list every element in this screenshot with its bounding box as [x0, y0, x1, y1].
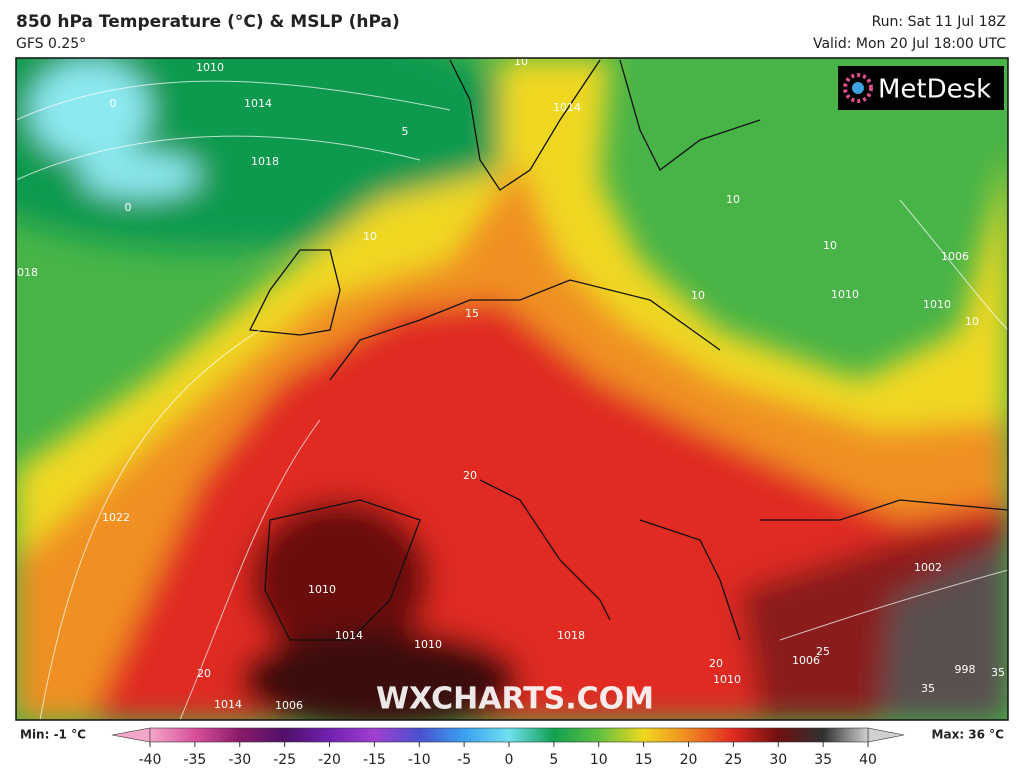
coastline	[639, 519, 741, 641]
colorbar-tick-label: -5	[457, 752, 471, 768]
cold-region	[30, 60, 150, 160]
colorbar-tick-label: -20	[318, 752, 341, 768]
colorbar-tick-label: 40	[859, 752, 877, 768]
map: 1010101410180051010101410101010061010101…	[10, 55, 1008, 720]
contour-label: 1010	[831, 288, 859, 301]
isobar	[16, 135, 421, 181]
coastline	[479, 479, 611, 621]
contour-label: 1006	[941, 250, 969, 263]
contour-label: 1010	[713, 673, 741, 686]
isobar	[899, 199, 1008, 331]
colorbar-tick-label: -10	[408, 752, 431, 768]
contour-label: 15	[465, 307, 479, 320]
isobar	[179, 419, 321, 720]
coastline	[264, 499, 421, 641]
contour-label: 1014	[244, 97, 272, 110]
colorbar-tick-label: -15	[363, 752, 386, 768]
max-label: Max: 36 °C	[932, 728, 1005, 742]
hot-region	[240, 630, 520, 720]
contour-label: 1010	[923, 298, 951, 311]
contour-labels: 1010101410180051010101410101010061010101…	[10, 55, 1005, 712]
colorbar-tick-label: 25	[724, 752, 742, 768]
contour-label: 20	[197, 667, 211, 680]
contour-label: 25	[816, 645, 830, 658]
hot-region	[880, 540, 1008, 720]
colorbar-tick-label: 35	[814, 752, 832, 768]
coastline	[329, 279, 721, 381]
contour-label: 1014	[335, 629, 363, 642]
isobar	[39, 329, 261, 720]
colorbar-tick-label: -25	[273, 752, 296, 768]
contour-label: 20	[709, 657, 723, 670]
contour-label: 10	[363, 230, 377, 243]
logo-text: MetDesk	[878, 75, 991, 105]
colorbar-tick-label: 5	[549, 752, 558, 768]
contour-label: 20	[463, 469, 477, 482]
contour-label: 1014	[553, 101, 581, 114]
colorbar: -40 -35 -30 -25 -20 -15 -10 -5 0 5 10 15 20 25 30 35 40	[111, 727, 905, 768]
logo-mark	[852, 82, 864, 94]
logo-box	[838, 66, 1004, 110]
colorbar-tick-label: 20	[680, 752, 698, 768]
run-label: Run: Sat 11 Jul 18Z	[872, 14, 1006, 30]
colorbar-tick-label: -35	[183, 752, 206, 768]
colorbar-end	[111, 727, 151, 743]
coastline	[619, 59, 761, 171]
contour-label: 10	[514, 55, 528, 68]
isobar	[16, 80, 451, 121]
coastline	[760, 499, 1008, 521]
contour-label: 10	[823, 239, 837, 252]
logo-icon	[843, 73, 873, 103]
contour-label: 1022	[102, 511, 130, 524]
title: 850 hPa Temperature (°C) & MSLP (hPa)	[16, 12, 400, 32]
contour-label: 1018	[10, 266, 38, 279]
colorbar-end	[867, 727, 905, 743]
colorbar-tick-label: 15	[635, 752, 653, 768]
colorbar-tick-label: 0	[505, 752, 514, 768]
contour-label: 1010	[308, 583, 336, 596]
colorbar-tick-label: -40	[139, 752, 162, 768]
contour-label: 10	[965, 315, 979, 328]
hot-region	[250, 500, 430, 660]
contour-label: 998	[955, 663, 976, 676]
contour-label: 1010	[414, 638, 442, 651]
colorbar-tick-label: 10	[590, 752, 608, 768]
colorbar-bar	[149, 727, 869, 743]
isobars	[16, 80, 1008, 720]
contour-label: 0	[125, 201, 132, 214]
contour-label: 1018	[557, 629, 585, 642]
contour-label: 1014	[214, 698, 242, 711]
subtitle: GFS 0.25°	[16, 36, 86, 52]
contour-label: 1010	[196, 61, 224, 74]
coastline	[248, 249, 341, 336]
contour-label: 10	[726, 193, 740, 206]
contour-label: 10	[691, 289, 705, 302]
map-frame	[15, 57, 1009, 721]
contour-label: 35	[991, 666, 1005, 679]
contour-label: 35	[921, 682, 935, 695]
cold-region	[80, 153, 200, 197]
contour-label: 1002	[914, 561, 942, 574]
contour-label: 5	[402, 125, 409, 138]
logo-mark	[843, 73, 873, 103]
temperature-field	[16, 58, 1008, 720]
contour-label: 0	[110, 97, 117, 110]
valid-label: Valid: Mon 20 Jul 18:00 UTC	[813, 36, 1006, 52]
contour-label: 1006	[275, 699, 303, 712]
contour-label: 1018	[251, 155, 279, 168]
colorbar-tick-label: 30	[769, 752, 787, 768]
isobar	[779, 569, 1008, 641]
contour-label: 1006	[792, 654, 820, 667]
watermark: WXCHARTS.COM	[376, 682, 654, 717]
coastlines	[248, 59, 1008, 641]
coastline	[449, 59, 601, 191]
colorbar-tick-label: -30	[228, 752, 251, 768]
min-label: Min: -1 °C	[20, 728, 86, 742]
